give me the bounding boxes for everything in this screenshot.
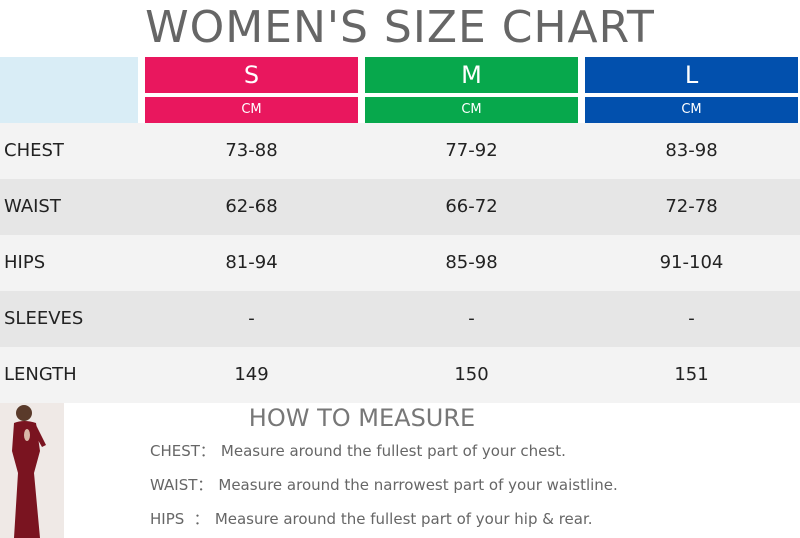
size-value: 66-72 bbox=[445, 196, 498, 217]
size-value: 81-94 bbox=[225, 252, 278, 273]
table-row: SLEEVES - - - bbox=[0, 291, 800, 347]
size-value: 150 bbox=[454, 364, 489, 385]
row-label: SLEEVES bbox=[4, 308, 84, 329]
measure-text: Measure around the narrowest part of you… bbox=[218, 476, 618, 494]
size-value: 83-98 bbox=[665, 140, 718, 161]
measure-item: CHEST： Measure around the fullest part of… bbox=[150, 439, 572, 463]
row-label: WAIST bbox=[4, 196, 61, 217]
size-value: 85-98 bbox=[445, 252, 498, 273]
size-header: S bbox=[145, 57, 358, 93]
row-label: CHEST bbox=[4, 140, 64, 161]
size-value: - bbox=[248, 308, 255, 329]
size-value: 73-88 bbox=[225, 140, 278, 161]
measure-item: WAIST： Measure around the narrowest part … bbox=[150, 473, 624, 497]
corner-cell bbox=[0, 57, 138, 123]
measure-heading: HOW TO MEASURE bbox=[248, 404, 476, 432]
measure-label: WAIST： bbox=[150, 476, 213, 494]
unit-header: CM bbox=[585, 97, 798, 123]
measure-item: HIPS ： Measure around the fullest part of… bbox=[150, 507, 599, 531]
size-value: 62-68 bbox=[225, 196, 278, 217]
measure-label: CHEST： bbox=[150, 442, 215, 460]
row-label: LENGTH bbox=[4, 364, 77, 385]
size-value: - bbox=[468, 308, 475, 329]
size-header: L bbox=[585, 57, 798, 93]
unit-header: CM bbox=[365, 97, 578, 123]
size-value: 91-104 bbox=[659, 252, 724, 273]
title: WOMEN'S SIZE CHART bbox=[145, 2, 655, 53]
size-header: M bbox=[365, 57, 578, 93]
row-label: HIPS bbox=[4, 252, 46, 273]
unit-header: CM bbox=[145, 97, 358, 123]
size-value: 77-92 bbox=[445, 140, 498, 161]
model-photo bbox=[0, 403, 64, 538]
table-row: WAIST 62-68 66-72 72-78 bbox=[0, 179, 800, 235]
size-value: - bbox=[688, 308, 695, 329]
table-row: LENGTH 149 150 151 bbox=[0, 347, 800, 403]
measure-text: Measure around the fullest part of your … bbox=[214, 510, 593, 528]
size-value: 72-78 bbox=[665, 196, 718, 217]
size-value: 151 bbox=[674, 364, 709, 385]
measure-text: Measure around the fullest part of your … bbox=[220, 442, 566, 460]
size-value: 149 bbox=[234, 364, 269, 385]
table-row: CHEST 73-88 77-92 83-98 bbox=[0, 123, 800, 179]
table-row: HIPS 81-94 85-98 91-104 bbox=[0, 235, 800, 291]
measure-label: HIPS ： bbox=[150, 510, 209, 528]
